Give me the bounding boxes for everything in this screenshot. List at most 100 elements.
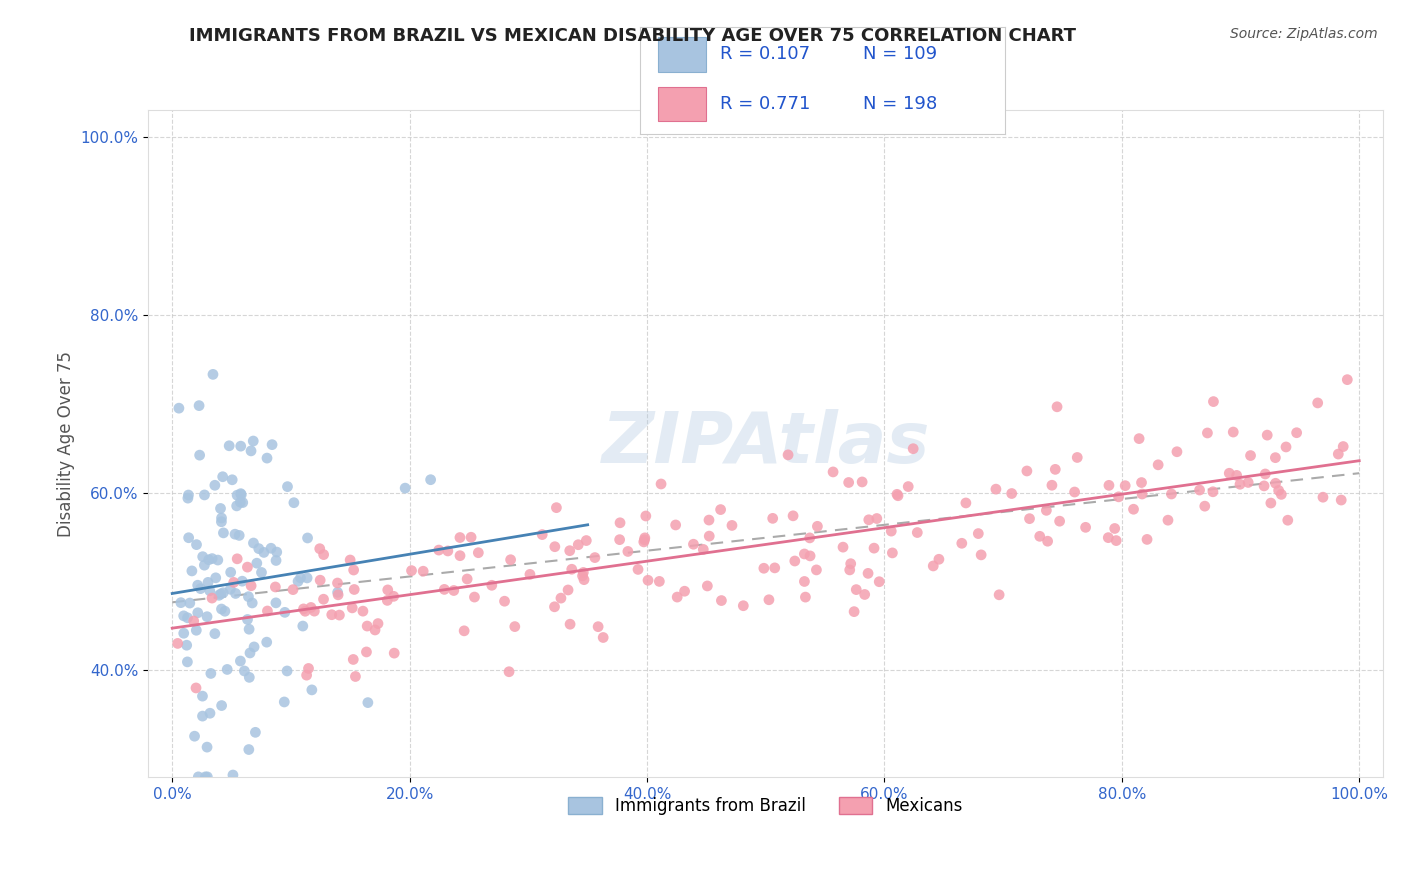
Point	[183, 729, 205, 743]
Point	[793, 574, 815, 589]
Point	[214, 604, 236, 618]
Point	[356, 619, 378, 633]
Point	[211, 602, 233, 616]
Point	[193, 488, 215, 502]
Point	[1066, 450, 1088, 465]
Point	[197, 553, 219, 567]
Point	[752, 561, 775, 575]
Point	[240, 443, 263, 458]
Point	[177, 488, 200, 502]
Point	[260, 541, 283, 556]
Point	[1267, 483, 1289, 498]
Point	[187, 578, 209, 592]
Point	[897, 479, 920, 493]
Point	[304, 604, 326, 618]
Point	[242, 536, 264, 550]
Point	[219, 582, 242, 597]
Point	[187, 606, 209, 620]
Point	[1239, 449, 1261, 463]
Point	[342, 600, 364, 615]
Point	[1336, 373, 1358, 387]
Point	[665, 518, 688, 533]
Point	[231, 574, 253, 589]
Point	[239, 646, 262, 660]
Point	[682, 537, 704, 551]
Point	[950, 536, 973, 550]
Point	[437, 544, 460, 558]
Point	[375, 593, 398, 607]
Point	[571, 569, 593, 583]
Point	[211, 698, 233, 713]
Point	[1277, 513, 1299, 527]
Point	[583, 550, 606, 565]
Point	[419, 473, 441, 487]
Point	[208, 588, 231, 602]
Point	[1256, 428, 1278, 442]
Point	[245, 725, 267, 739]
Point	[567, 538, 589, 552]
Point	[1264, 450, 1286, 465]
Point	[692, 542, 714, 557]
Point	[250, 566, 273, 580]
Point	[922, 558, 945, 573]
Point	[1015, 464, 1038, 478]
Point	[763, 561, 786, 575]
Point	[806, 563, 828, 577]
Point	[710, 593, 733, 607]
Point	[176, 611, 198, 625]
Point	[443, 583, 465, 598]
Text: R = 0.771: R = 0.771	[720, 95, 810, 112]
Point	[1074, 520, 1097, 534]
Point	[1018, 511, 1040, 525]
Y-axis label: Disability Age Over 75: Disability Age Over 75	[58, 351, 75, 537]
Point	[190, 582, 212, 596]
Point	[806, 519, 828, 533]
Point	[309, 573, 332, 587]
Point	[1229, 477, 1251, 491]
Point	[188, 448, 211, 462]
Point	[253, 545, 276, 559]
Point	[1036, 534, 1059, 549]
Point	[882, 546, 904, 560]
Point	[179, 596, 201, 610]
Point	[531, 527, 554, 541]
Point	[256, 451, 278, 466]
Point	[312, 548, 335, 562]
Point	[1040, 478, 1063, 492]
Point	[970, 548, 993, 562]
Point	[838, 475, 860, 490]
Point	[176, 638, 198, 652]
Point	[637, 574, 659, 588]
Point	[297, 661, 319, 675]
Point	[1270, 487, 1292, 501]
Point	[1136, 533, 1159, 547]
Point	[609, 516, 631, 530]
Point	[209, 515, 232, 529]
Point	[1105, 533, 1128, 548]
Point	[449, 531, 471, 545]
Point	[1147, 458, 1170, 472]
Point	[301, 682, 323, 697]
Point	[558, 543, 581, 558]
Point	[242, 434, 264, 448]
Point	[243, 640, 266, 654]
Point	[177, 531, 200, 545]
Legend: Immigrants from Brazil, Mexicans: Immigrants from Brazil, Mexicans	[561, 790, 970, 822]
Point	[264, 580, 287, 594]
Point	[394, 481, 416, 495]
Text: R = 0.107: R = 0.107	[720, 45, 810, 62]
Point	[494, 594, 516, 608]
Text: N = 109: N = 109	[863, 45, 936, 62]
Point	[236, 560, 259, 574]
Point	[1098, 478, 1121, 492]
Point	[609, 533, 631, 547]
Point	[710, 502, 733, 516]
Point	[1108, 490, 1130, 504]
Point	[561, 562, 583, 576]
Point	[793, 547, 815, 561]
Point	[1327, 447, 1350, 461]
Point	[460, 530, 482, 544]
Point	[1128, 432, 1150, 446]
Point	[832, 540, 855, 554]
Point	[184, 681, 207, 695]
